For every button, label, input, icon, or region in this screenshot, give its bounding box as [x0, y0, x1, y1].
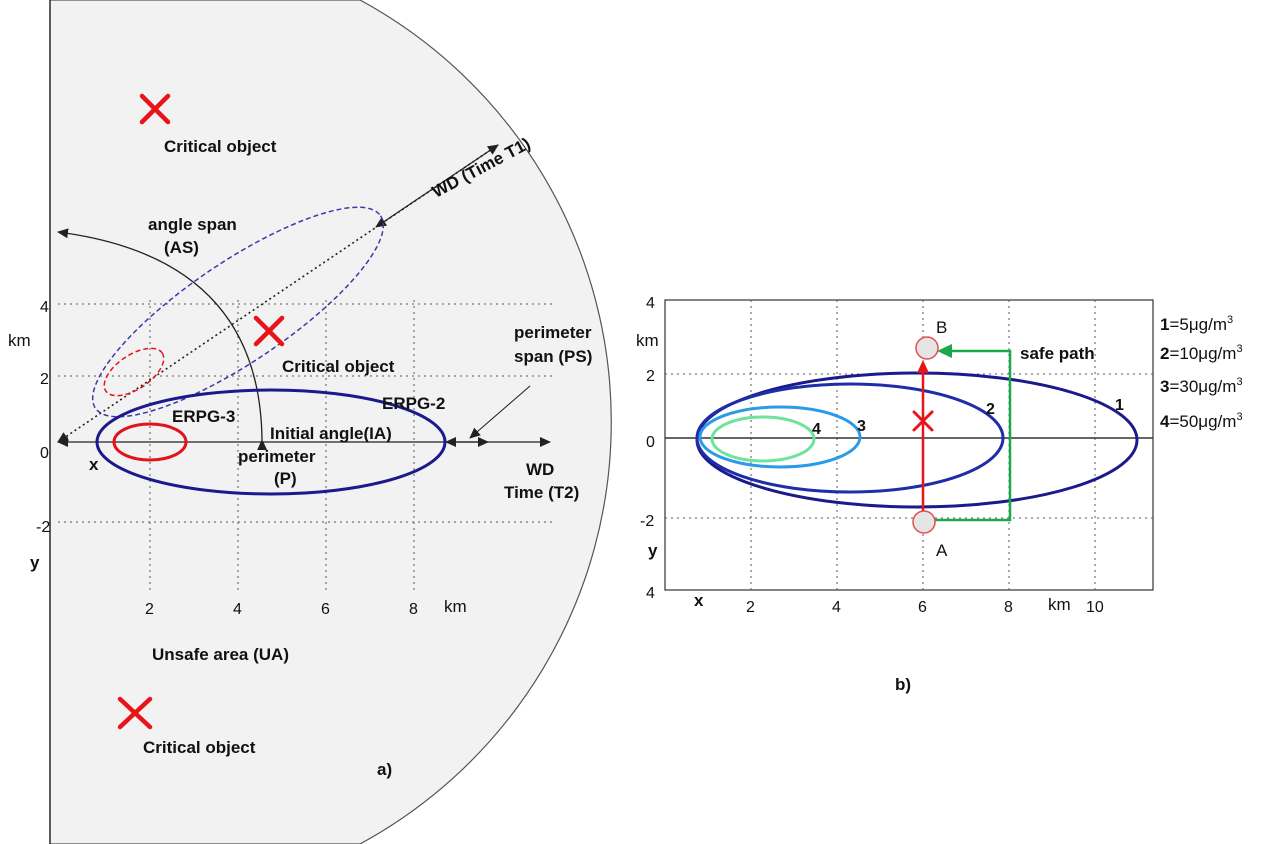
point-b-marker	[915, 336, 939, 360]
initial-angle-label: Initial angle(IA)	[270, 424, 392, 443]
panel-b-x-tick-6: 6	[918, 599, 927, 616]
panel-a-y-label: y	[30, 553, 40, 572]
plume-t1-dashed	[91, 206, 385, 418]
panel-a-km-x: km	[444, 597, 467, 616]
contour-label-1: 1	[1115, 397, 1124, 414]
panel-b-km-y: km	[636, 331, 659, 350]
contour-2	[695, 382, 1005, 494]
critical-object-cross-bottom	[117, 696, 153, 730]
panel-b-y-tick-0: 0	[646, 434, 655, 451]
wd-t1-arrow	[57, 144, 499, 443]
point-b-label: B	[936, 318, 947, 337]
critical-object-cross-top	[139, 93, 171, 125]
panel-a-y-tick-neg2: -2	[36, 519, 50, 536]
panel-b-x-tick-2: 2	[746, 599, 755, 616]
critical-object-cross-middle	[253, 315, 285, 347]
perimeter-span-pointer	[469, 385, 531, 439]
point-a-label: A	[936, 541, 948, 560]
panel-a-y-tick-2: 2	[40, 371, 49, 388]
contour-3	[698, 405, 862, 469]
angle-span-label-1: angle span	[148, 215, 237, 234]
perimeter-label-1: perimeter	[238, 447, 316, 466]
critical-object-label-middle: Critical object	[282, 357, 395, 376]
panel-a-x-tick-6: 6	[321, 601, 330, 618]
critical-object-label-top: Critical object	[164, 137, 277, 156]
panel-b-x-tick-4: 4	[832, 599, 841, 616]
legend-item-3: 3=30μg/m3	[1160, 376, 1243, 396]
panel-a-y-tick-4: 4	[40, 299, 49, 316]
contour-label-3: 3	[857, 418, 866, 435]
panel-a-x-label: x	[89, 455, 99, 474]
legend-item-2: 2=10μg/m3	[1160, 343, 1243, 363]
contour-4	[710, 415, 816, 463]
legend-item-4: 4=50μg/m3	[1160, 411, 1243, 431]
safe-path-route	[935, 344, 1012, 522]
point-a-marker	[912, 510, 936, 534]
legend-item-1: 1=5μg/m3	[1160, 314, 1233, 334]
panel-b-x-tick-10: 10	[1086, 599, 1104, 616]
erpg3-label: ERPG-3	[172, 407, 235, 426]
panel-b-y-label: y	[648, 541, 658, 560]
critical-object-cross-b	[912, 410, 934, 432]
panel-b-km-x: km	[1048, 595, 1071, 614]
erpg3-t1-dashed	[103, 347, 165, 397]
panel-b-y-tick-2: 2	[646, 368, 655, 385]
critical-object-label-bottom: Critical object	[143, 738, 256, 757]
angle-span-arc	[57, 228, 268, 451]
perimeter-span-label-1: perimeter	[514, 323, 592, 342]
panel-a-caption: a)	[377, 760, 392, 779]
panel-b-x-tick-8: 8	[1004, 599, 1013, 616]
panel-a-km-y: km	[8, 331, 31, 350]
panel-a-y-tick-0: 0	[40, 445, 49, 462]
unsafe-area-label: Unsafe area (UA)	[152, 645, 289, 664]
panel-b-y-tick-4-top: 4	[646, 295, 655, 312]
unsafe-area-region	[49, 0, 612, 844]
panel-a-x-tick-4: 4	[233, 601, 242, 618]
erpg2-label: ERPG-2	[382, 394, 445, 413]
panel-b-plot-box	[664, 299, 1154, 591]
panel-b-y-tick-neg2: -2	[640, 513, 654, 530]
panel-b-caption: b)	[895, 675, 911, 694]
panel-a-x-tick-2: 2	[145, 601, 154, 618]
panel-a-x-tick-8: 8	[409, 601, 418, 618]
contour-label-4: 4	[812, 421, 821, 438]
wd-t1-arrow-tip	[375, 144, 499, 228]
wd-label-1: WD	[526, 460, 554, 479]
contour-label-2: 2	[986, 401, 995, 418]
angle-span-label-2: (AS)	[164, 238, 199, 257]
plume-erpg2	[95, 388, 447, 496]
plume-erpg3	[112, 422, 188, 462]
panel-b-x-label: x	[694, 591, 704, 610]
panel-b-y-tick-4-bottom: 4	[646, 585, 655, 602]
panel-b: A B safe path 1 2 3 4 km 4 2 0 -2 4 y x …	[636, 295, 1243, 694]
safe-path-label: safe path	[1020, 344, 1095, 363]
panel-a: Critical object Critical object Critical…	[8, 0, 612, 844]
concentration-legend: 1=5μg/m3 2=10μg/m3 3=30μg/m3 4=50μg/m3	[1160, 314, 1243, 431]
perimeter-label-2: (P)	[274, 469, 297, 488]
perimeter-span-label-2: span (PS)	[514, 347, 592, 366]
wd-label-2: Time (T2)	[504, 483, 579, 502]
